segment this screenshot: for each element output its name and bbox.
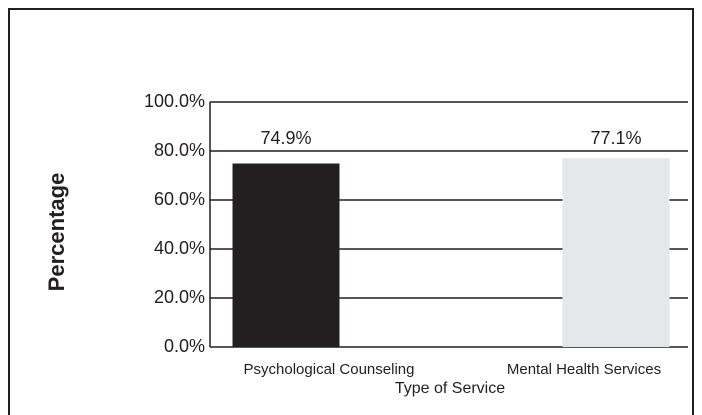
y-tick-label: 100.0% <box>144 91 205 111</box>
y-axis-title: Percentage <box>44 173 69 292</box>
y-tick-label: 20.0% <box>154 287 205 307</box>
y-tick-label: 0.0% <box>164 336 205 356</box>
x-tick-label: Psychological Counseling <box>244 361 415 378</box>
y-tick-label: 60.0% <box>154 189 205 209</box>
x-tick-label: Mental Health Services <box>507 361 661 378</box>
data-label: 77.1% <box>590 128 641 148</box>
bar <box>562 158 670 347</box>
y-tick-label: 40.0% <box>154 238 205 258</box>
data-label: 74.9% <box>260 128 311 148</box>
bar <box>232 163 340 347</box>
x-axis-title: Type of Service <box>395 380 505 397</box>
frame <box>8 8 694 415</box>
y-tick-label: 80.0% <box>154 140 205 160</box>
